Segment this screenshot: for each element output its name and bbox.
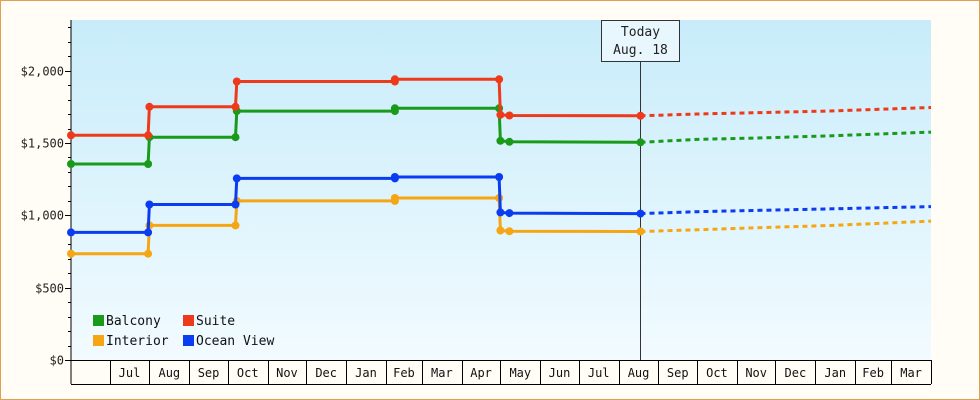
point-suite [145,102,154,111]
point-interior [144,249,153,258]
point-interior [67,249,75,258]
x-month-label: Nov [745,366,767,380]
point-suite [495,75,504,84]
point-ocean-view [231,200,240,209]
point-interior [636,227,645,236]
series-forecast-ocean-view [640,205,932,216]
legend-swatch-balcony [93,315,104,326]
x-month-label: Feb [862,366,884,380]
point-suite [390,75,399,84]
x-month-label: Aug [158,366,180,380]
point-balcony [496,136,505,145]
series-lines [67,75,932,258]
y-tick-label: $500 [35,282,64,296]
y-tick-label: $2,000 [21,65,64,79]
x-month-label: Aug [628,366,650,380]
point-interior [505,227,514,236]
point-balcony [67,160,75,168]
point-interior [231,221,240,230]
point-ocean-view [496,208,505,217]
x-month-label: Dec [315,366,337,380]
x-month-label: Feb [393,366,415,380]
x-month-label: Jan [824,366,846,380]
point-interior [496,226,505,235]
point-ocean-view [232,174,241,183]
today-label-line1: Today [621,25,660,40]
x-month-label: Sep [198,366,220,380]
legend-label-ocean-view: Ocean View [196,334,274,349]
x-month-label: Sep [667,366,689,380]
point-suite [231,102,240,111]
point-balcony [636,138,645,147]
point-ocean-view [636,209,645,218]
legend-label-interior: Interior [106,334,169,349]
legend-label-balcony: Balcony [106,314,161,329]
x-month-label: Jun [549,366,571,380]
today-label-line2: Aug. 18 [613,43,668,58]
x-month-label: Mar [431,366,453,380]
series-forecast-balcony [640,130,932,144]
x-month-label: May [509,366,531,380]
point-balcony [505,137,514,146]
y-tick-label: $1,000 [21,209,64,223]
x-month-label: Oct [237,366,259,380]
series-forecast-suite [640,106,932,118]
y-tick-label: $0 [50,354,64,368]
point-ocean-view [145,200,154,209]
legend-swatch-suite [183,315,194,326]
point-ocean-view [67,228,75,237]
legend-swatch-interior [93,335,104,346]
point-ocean-view [505,209,514,218]
x-axis: Jul Aug Sep Oct Nov Dec Jan Feb Mar Apr May Jun Jul A… [71,360,932,385]
x-month-label: Dec [785,366,807,380]
point-suite [232,77,241,86]
legend: Balcony Suite Interior Ocean View [93,314,274,349]
point-interior [390,194,399,202]
x-month-label: Apr [470,366,492,380]
point-suite [496,110,505,119]
x-month-label: Jan [355,366,377,380]
x-month-label: Mar [900,366,922,380]
point-ocean-view [144,228,153,237]
point-suite [67,131,75,140]
today-marker: Today Aug. 18 [601,20,680,360]
x-month-label: Jul [588,366,610,380]
legend-label-suite: Suite [196,314,235,329]
x-month-label: Jul [119,366,141,380]
y-tick-label: $1,500 [21,137,64,151]
point-suite [144,131,153,140]
x-month-label: Nov [276,366,298,380]
x-month-label: Oct [706,366,728,380]
point-ocean-view [495,173,504,181]
point-balcony [390,104,399,113]
point-suite [636,111,645,120]
series-forecast-interior [640,219,932,233]
y-axis: $0 $500 $1,000 $1,500 $2,000 [21,20,72,384]
point-ocean-view [390,173,399,181]
point-balcony [144,160,153,168]
today-box [601,20,680,62]
point-balcony [231,133,240,142]
legend-swatch-ocean-view [183,335,194,346]
point-suite [505,111,514,120]
